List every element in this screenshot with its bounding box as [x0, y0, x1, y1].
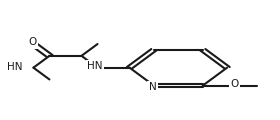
Text: HN: HN: [87, 61, 102, 72]
Text: HN: HN: [7, 62, 23, 72]
Text: O: O: [231, 79, 239, 89]
Text: O: O: [28, 37, 36, 47]
Text: N: N: [149, 82, 157, 92]
